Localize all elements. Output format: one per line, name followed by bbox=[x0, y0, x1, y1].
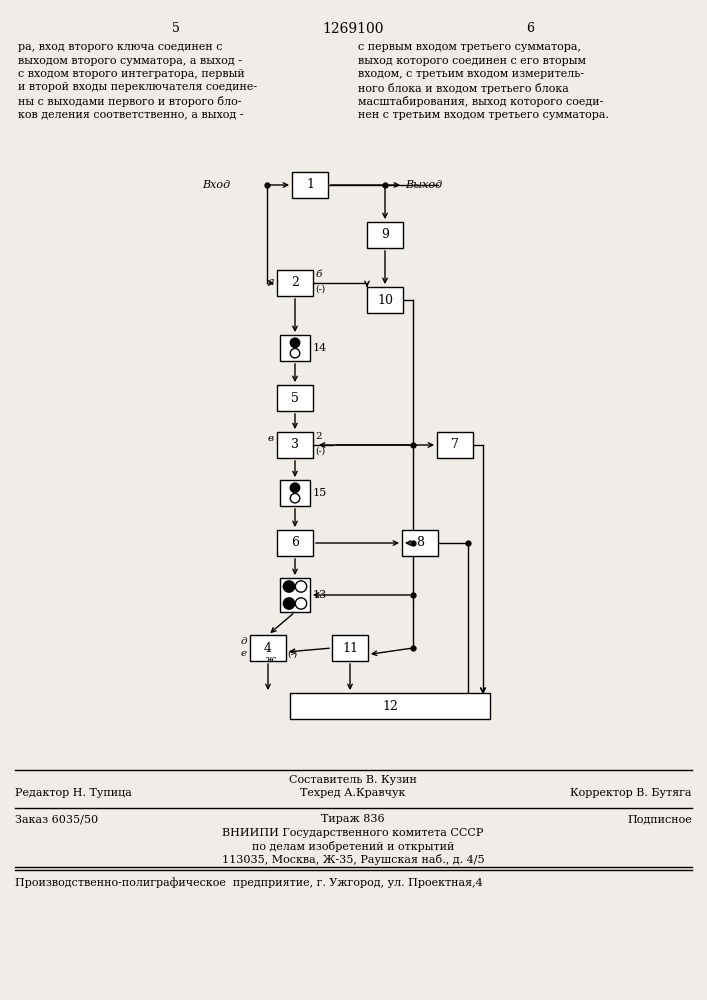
Text: д: д bbox=[240, 637, 247, 646]
Text: 5: 5 bbox=[172, 22, 180, 35]
Text: 1269100: 1269100 bbox=[322, 22, 384, 36]
Text: с входом второго интегратора, первый: с входом второго интегратора, первый bbox=[18, 69, 245, 79]
Text: выходом второго сумматора, а выход -: выходом второго сумматора, а выход - bbox=[18, 55, 242, 66]
Text: 6: 6 bbox=[291, 536, 299, 550]
Text: 11: 11 bbox=[342, 642, 358, 654]
Text: 6: 6 bbox=[526, 22, 534, 35]
Text: 113035, Москва, Ж-35, Раушская наб., д. 4/5: 113035, Москва, Ж-35, Раушская наб., д. … bbox=[222, 854, 484, 865]
Bar bbox=[290, 693, 490, 719]
Text: 1: 1 bbox=[306, 178, 314, 192]
Text: в: в bbox=[268, 434, 274, 443]
Bar bbox=[280, 335, 310, 361]
Bar bbox=[277, 270, 313, 296]
Text: (-): (-) bbox=[287, 650, 297, 659]
Text: по делам изобретений и открытий: по делам изобретений и открытий bbox=[252, 841, 454, 852]
Text: выход которого соединен с его вторым: выход которого соединен с его вторым bbox=[358, 55, 586, 66]
Text: входом, с третьим входом измеритель-: входом, с третьим входом измеритель- bbox=[358, 69, 584, 79]
Text: 13: 13 bbox=[313, 590, 327, 600]
Text: Техред А.Кравчук: Техред А.Кравчук bbox=[300, 788, 406, 798]
Bar bbox=[402, 530, 438, 556]
Text: ж: ж bbox=[264, 655, 276, 664]
Text: е: е bbox=[241, 648, 247, 658]
Text: ра, вход второго ключа соединен с: ра, вход второго ключа соединен с bbox=[18, 42, 223, 52]
Bar bbox=[277, 432, 313, 458]
Text: 2: 2 bbox=[291, 276, 299, 290]
Text: 2: 2 bbox=[315, 432, 322, 441]
Bar bbox=[280, 578, 310, 612]
Text: Корректор В. Бутяга: Корректор В. Бутяга bbox=[571, 788, 692, 798]
Text: Заказ 6035/50: Заказ 6035/50 bbox=[15, 814, 98, 824]
Bar bbox=[437, 432, 473, 458]
Text: Редактор Н. Тупица: Редактор Н. Тупица bbox=[15, 788, 132, 798]
Circle shape bbox=[284, 598, 295, 609]
Text: масштабирования, выход которого соеди-: масштабирования, выход которого соеди- bbox=[358, 96, 603, 107]
Circle shape bbox=[291, 483, 300, 493]
Bar bbox=[277, 385, 313, 411]
Text: 7: 7 bbox=[451, 438, 459, 452]
Text: ков деления соответственно, а выход -: ков деления соответственно, а выход - bbox=[18, 109, 243, 119]
Bar bbox=[367, 287, 403, 313]
Text: (-): (-) bbox=[315, 447, 325, 456]
Text: и второй входы переключателя соедине-: и второй входы переключателя соедине- bbox=[18, 83, 257, 93]
Text: Вход: Вход bbox=[202, 180, 230, 190]
Text: ны с выходами первого и второго бло-: ны с выходами первого и второго бло- bbox=[18, 96, 242, 107]
Text: 14: 14 bbox=[313, 343, 327, 353]
Text: 8: 8 bbox=[416, 536, 424, 550]
Text: 4: 4 bbox=[264, 642, 272, 654]
Text: с первым входом третьего сумматора,: с первым входом третьего сумматора, bbox=[358, 42, 581, 52]
Text: Производственно-полиграфическое  предприятие, г. Ужгород, ул. Проектная,4: Производственно-полиграфическое предприя… bbox=[15, 877, 483, 888]
Text: Подписное: Подписное bbox=[627, 814, 692, 824]
Text: б: б bbox=[315, 270, 322, 279]
Circle shape bbox=[284, 581, 295, 592]
Text: ВНИИПИ Государственного комитета СССР: ВНИИПИ Государственного комитета СССР bbox=[222, 828, 484, 838]
Text: 12: 12 bbox=[382, 700, 398, 712]
Text: 3: 3 bbox=[291, 438, 299, 452]
Text: 10: 10 bbox=[377, 294, 393, 306]
Text: Выход: Выход bbox=[405, 180, 442, 190]
Text: 15: 15 bbox=[313, 488, 327, 498]
Text: 9: 9 bbox=[381, 229, 389, 241]
Text: а: а bbox=[267, 277, 274, 287]
Bar bbox=[280, 480, 310, 506]
Bar bbox=[367, 222, 403, 248]
Text: ного блока и входом третьего блока: ного блока и входом третьего блока bbox=[358, 83, 569, 94]
Bar bbox=[250, 635, 286, 661]
Text: Тираж 836: Тираж 836 bbox=[321, 814, 385, 824]
Bar bbox=[292, 172, 328, 198]
Text: (-): (-) bbox=[315, 285, 325, 294]
Bar bbox=[332, 635, 368, 661]
Text: нен с третьим входом третьего сумматора.: нен с третьим входом третьего сумматора. bbox=[358, 109, 609, 119]
Bar bbox=[277, 530, 313, 556]
Text: Составитель В. Кузин: Составитель В. Кузин bbox=[289, 775, 417, 785]
Circle shape bbox=[291, 338, 300, 348]
Text: 5: 5 bbox=[291, 391, 299, 404]
